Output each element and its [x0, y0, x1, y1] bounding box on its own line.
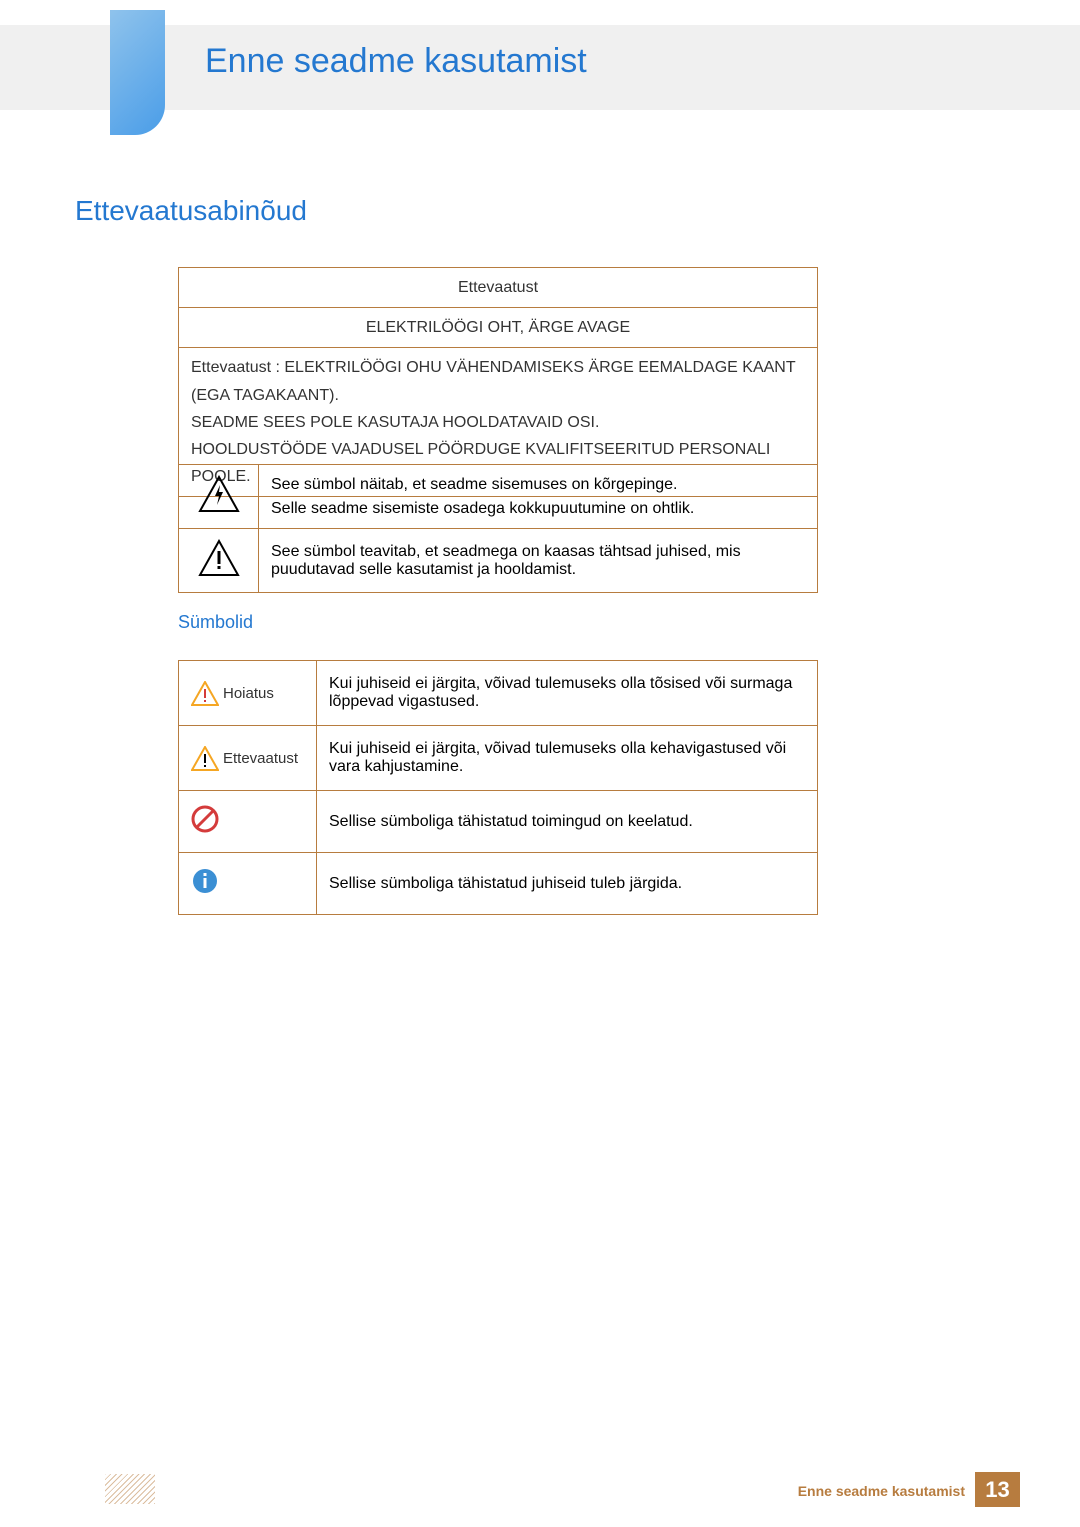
- legend-row-prohibited: [179, 791, 317, 853]
- prohibited-circle-icon: [191, 805, 219, 833]
- chapter-tab: [110, 10, 165, 135]
- caution-heading: ELEKTRILÖÖGI OHT, ÄRGE AVAGE: [179, 308, 818, 348]
- page-footer: Enne seadme kasutamist 13: [0, 1472, 1080, 1507]
- warning-triangle-orange-icon: [191, 681, 219, 706]
- symbols-legend-table: Hoiatus Kui juhiseid ei järgita, võivad …: [178, 660, 818, 915]
- caution-table: Ettevaatust ELEKTRILÖÖGI OHT, ÄRGE AVAGE…: [178, 267, 818, 497]
- legend-row-warning: Hoiatus: [179, 661, 317, 726]
- page-number: 13: [975, 1472, 1020, 1507]
- lightning-triangle-icon: [179, 465, 259, 529]
- page-title: Enne seadme kasutamist: [205, 42, 587, 81]
- legend-row-2-text: Kui juhiseid ei järgita, võivad tulemuse…: [317, 726, 818, 791]
- subsection-title: Sümbolid: [178, 612, 253, 633]
- legend-row-caution: Ettevaatust: [179, 726, 317, 791]
- symbol-row-1-text: See sümbol näitab, et seadme sisemuses o…: [259, 465, 818, 529]
- symbol-row-2-text: See sümbol teavitab, et seadmega on kaas…: [259, 529, 818, 593]
- symbol-description-table: See sümbol näitab, et seadme sisemuses o…: [178, 464, 818, 593]
- footer-label: Enne seadme kasutamist: [798, 1483, 965, 1499]
- section-title: Ettevaatusabinõud: [75, 195, 307, 227]
- legend-row-4-text: Sellise sümboliga tähistatud juhiseid tu…: [317, 853, 818, 915]
- caution-label: Ettevaatust: [179, 268, 818, 308]
- info-circle-icon: [191, 867, 219, 895]
- footer-decoration: [105, 1474, 155, 1504]
- legend-row-1-text: Kui juhiseid ei järgita, võivad tulemuse…: [317, 661, 818, 726]
- legend-row-info: [179, 853, 317, 915]
- legend-row-3-text: Sellise sümboliga tähistatud toimingud o…: [317, 791, 818, 853]
- exclamation-triangle-icon: [179, 529, 259, 593]
- caution-triangle-orange-icon: [191, 746, 219, 771]
